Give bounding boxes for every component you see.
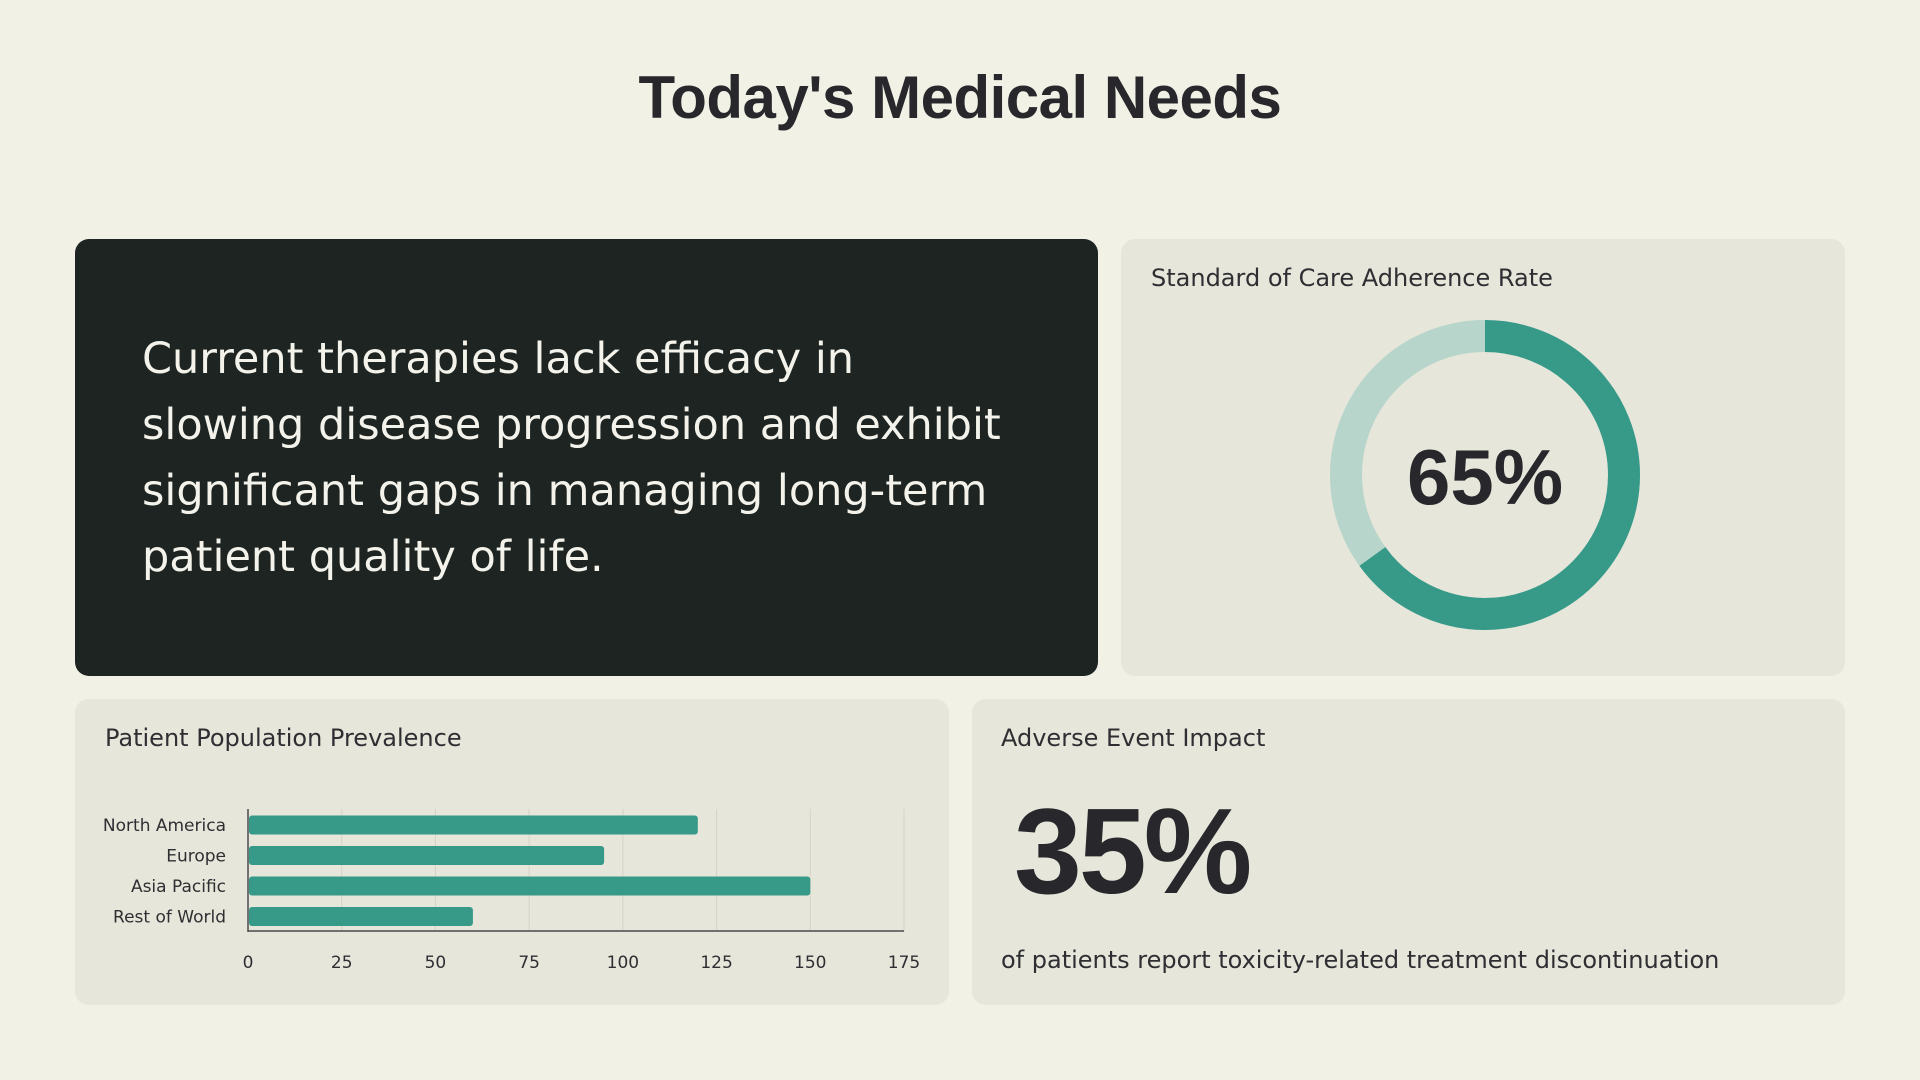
prevalence-bar-chart: North America Europe Asia Pacific Rest of W… xyxy=(103,809,920,973)
x-tick-label: 125 xyxy=(700,953,732,973)
page-title: Today's Medical Needs xyxy=(638,64,1282,131)
x-tick-label: 50 xyxy=(425,953,447,973)
x-tick-label: 25 xyxy=(331,953,353,973)
x-tick-label: 150 xyxy=(794,953,826,973)
prevalence-card: Patient Population Prevalence North Amer… xyxy=(75,699,949,1005)
bar-north-america xyxy=(249,815,698,835)
donut-slice-adherent xyxy=(1330,320,1640,630)
prevalence-label: Patient Population Prevalence xyxy=(105,724,462,752)
x-tick-label: 175 xyxy=(888,953,920,973)
x-tick-label: 75 xyxy=(518,953,540,973)
category-label: Europe xyxy=(166,847,226,867)
bar-europe xyxy=(249,846,605,865)
bar-rest-of-world xyxy=(249,907,473,926)
statement-text: Current therapies lack efficacy in slowi… xyxy=(142,334,1001,582)
category-label: North America xyxy=(103,816,226,836)
adverse-event-label: Adverse Event Impact xyxy=(1001,724,1266,752)
adherence-donut-chart xyxy=(1330,320,1640,630)
category-label: Asia Pacific xyxy=(131,877,226,897)
adverse-event-value: 35% xyxy=(1014,783,1252,919)
adverse-event-card: Adverse Event Impact 35% of patients rep… xyxy=(972,699,1845,1005)
adherence-label: Standard of Care Adherence Rate xyxy=(1151,264,1553,292)
adherence-card: Standard of Care Adherence Rate 65% xyxy=(1121,239,1845,676)
category-label: Rest of World xyxy=(113,908,226,928)
adherence-value: 65% xyxy=(1406,433,1564,521)
bar-asia-pacific xyxy=(249,876,811,896)
x-tick-label: 0 xyxy=(243,953,254,973)
statement-card: Current therapies lack efficacy in slowi… xyxy=(75,239,1098,676)
adverse-event-description: of patients report toxicity-related trea… xyxy=(1001,946,1720,974)
x-tick-label: 100 xyxy=(607,953,639,973)
